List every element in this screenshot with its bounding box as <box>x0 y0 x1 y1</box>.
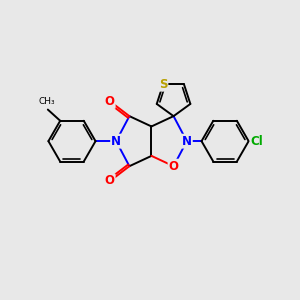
Text: S: S <box>159 78 167 91</box>
Text: O: O <box>105 95 115 108</box>
Text: CH₃: CH₃ <box>38 97 55 106</box>
Text: N: N <box>182 135 192 148</box>
Text: O: O <box>169 160 178 173</box>
Text: N: N <box>111 135 121 148</box>
Text: Cl: Cl <box>250 135 263 148</box>
Text: O: O <box>105 174 115 188</box>
